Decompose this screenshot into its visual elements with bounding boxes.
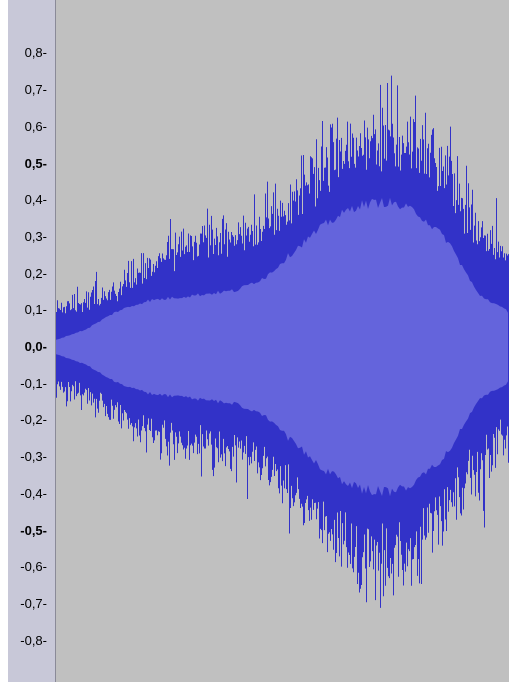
ruler-tick-label: -0,2- [20, 412, 47, 428]
ruler-tick-label: 0,2- [24, 265, 47, 281]
ruler-tick-label: 0,3- [24, 228, 47, 244]
ruler-tick-label: -0,1- [20, 375, 47, 391]
ruler-tick-label: -0,4- [20, 485, 47, 501]
ruler-tick-label: 0,4- [24, 192, 47, 208]
ruler-tick-label: -0,3- [20, 449, 47, 465]
ruler-tick-label: 0,0- [24, 339, 47, 354]
waveform-track[interactable] [56, 0, 509, 682]
ruler-tick-label: 0,8- [24, 45, 47, 61]
ruler-tick-label: 0,6- [24, 118, 47, 134]
ruler-tick-label: -0,6- [20, 559, 47, 575]
ruler-tick-label: 0,7- [24, 82, 47, 98]
waveform-rms-layer [56, 197, 508, 497]
waveform-rms-band [56, 197, 508, 497]
ruler-tick-label: -0,7- [20, 595, 47, 611]
waveform-display [56, 75, 509, 608]
ruler-tick-label: 0,5- [24, 155, 47, 171]
ruler-tick-label: 0,1- [24, 302, 47, 318]
amplitude-ruler[interactable]: 0,8- 0,7- 0,6- 0,5- 0,4- 0,3- 0,2- 0,1- 0,0- -0,1… [8, 0, 56, 682]
ruler-tick-label: -0,5- [20, 522, 47, 538]
ruler-tick-label: -0,8- [20, 632, 47, 648]
